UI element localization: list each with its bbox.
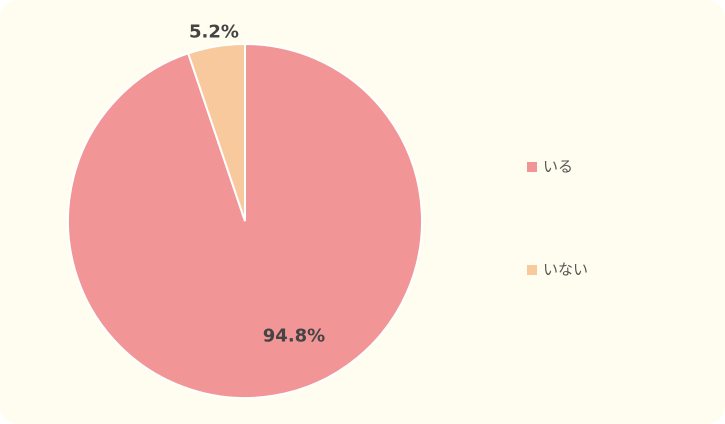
pie-slice xyxy=(186,42,246,222)
legend-swatch xyxy=(527,265,537,275)
data-label: 94.8% xyxy=(263,325,325,346)
legend-label: いない xyxy=(543,261,588,279)
data-label: 5.2% xyxy=(189,22,239,43)
legend-swatch xyxy=(527,162,537,172)
legend-label: いる xyxy=(543,158,573,176)
